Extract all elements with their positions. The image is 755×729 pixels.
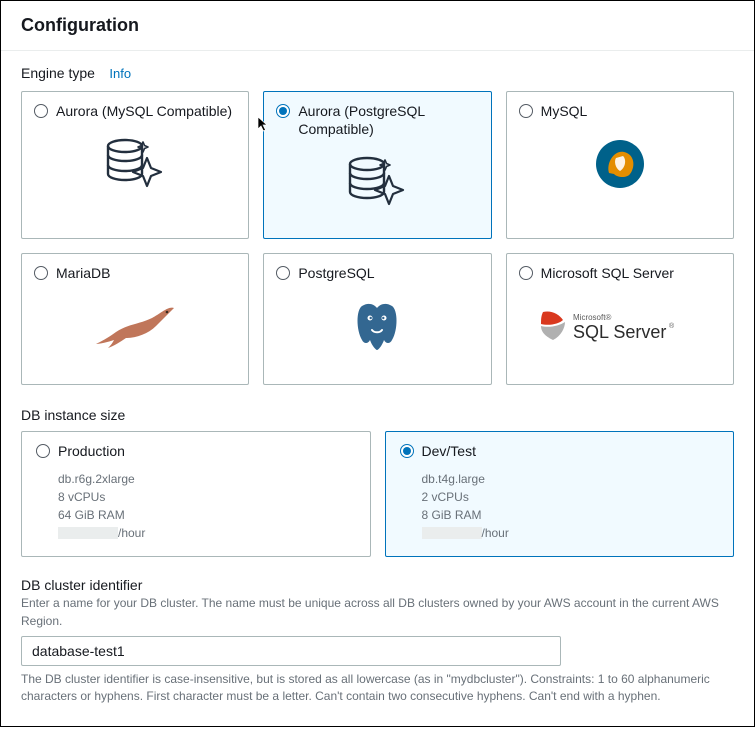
instance-ram: 64 GiB RAM: [58, 506, 356, 524]
configuration-panel: Configuration Engine type Info Aurora (M…: [1, 1, 754, 726]
engine-label: Microsoft SQL Server: [541, 264, 674, 282]
engine-label: MariaDB: [56, 264, 110, 282]
instance-name: Production: [58, 442, 125, 460]
radio-icon: [34, 104, 48, 118]
radio-icon: [400, 444, 414, 458]
engine-info-link[interactable]: Info: [109, 66, 131, 81]
panel-body: Engine type Info Aurora (MySQL Compatibl…: [1, 51, 754, 726]
engine-option-aurora-postgres[interactable]: Aurora (PostgreSQL Compatible): [263, 91, 491, 239]
mariadb-logo-icon: [34, 286, 236, 366]
radio-icon: [276, 266, 290, 280]
instance-option-production[interactable]: Production db.r6g.2xlarge 8 vCPUs 64 GiB…: [21, 431, 371, 557]
radio-icon: [36, 444, 50, 458]
instance-vcpus: 8 vCPUs: [58, 488, 356, 506]
postgresql-logo-icon: [276, 286, 478, 366]
instance-type: db.r6g.2xlarge: [58, 470, 356, 488]
price-suffix: /hour: [118, 524, 145, 542]
panel-title: Configuration: [1, 1, 754, 51]
radio-icon: [519, 104, 533, 118]
svg-text:SQL Server: SQL Server: [573, 322, 666, 342]
instance-ram: 8 GiB RAM: [422, 506, 720, 524]
instance-option-devtest[interactable]: Dev/Test db.t4g.large 2 vCPUs 8 GiB RAM …: [385, 431, 735, 557]
engine-type-label: Engine type: [21, 65, 95, 81]
engine-option-mariadb[interactable]: MariaDB: [21, 253, 249, 385]
mssql-logo-icon: Microsoft® SQL Server ®: [519, 286, 721, 366]
engine-option-mysql[interactable]: MySQL: [506, 91, 734, 239]
instance-details: db.t4g.large 2 vCPUs 8 GiB RAM /hour: [422, 470, 720, 542]
instance-vcpus: 2 vCPUs: [422, 488, 720, 506]
svg-text:Microsoft®: Microsoft®: [573, 313, 611, 322]
engine-option-mssql[interactable]: Microsoft SQL Server Microsoft® SQL Serv…: [506, 253, 734, 385]
mysql-logo-icon: [519, 124, 721, 204]
aurora-db-icon: [276, 142, 478, 222]
engine-label: Aurora (PostgreSQL Compatible): [298, 102, 478, 138]
instance-type: db.t4g.large: [422, 470, 720, 488]
aurora-db-icon: [34, 124, 236, 204]
engine-option-aurora-mysql[interactable]: Aurora (MySQL Compatible): [21, 91, 249, 239]
identifier-help: Enter a name for your DB cluster. The na…: [21, 595, 734, 630]
identifier-constraint: The DB cluster identifier is case-insens…: [21, 671, 734, 706]
mouse-cursor-icon: [256, 116, 272, 132]
engine-label: Aurora (MySQL Compatible): [56, 102, 232, 120]
price-suffix: /hour: [482, 524, 509, 542]
redacted-price: [422, 527, 482, 539]
radio-icon: [34, 266, 48, 280]
engine-type-label-row: Engine type Info: [21, 65, 734, 83]
instance-grid: Production db.r6g.2xlarge 8 vCPUs 64 GiB…: [21, 431, 734, 557]
engine-option-postgresql[interactable]: PostgreSQL: [263, 253, 491, 385]
svg-text:®: ®: [669, 322, 675, 330]
identifier-label: DB cluster identifier: [21, 577, 734, 593]
instance-size-label: DB instance size: [21, 407, 734, 423]
instance-details: db.r6g.2xlarge 8 vCPUs 64 GiB RAM /hour: [58, 470, 356, 542]
engine-label: MySQL: [541, 102, 588, 120]
radio-icon: [276, 104, 290, 118]
engine-grid: Aurora (MySQL Compatible): [21, 91, 734, 385]
instance-name: Dev/Test: [422, 442, 476, 460]
engine-label: PostgreSQL: [298, 264, 374, 282]
radio-icon: [519, 266, 533, 280]
redacted-price: [58, 527, 118, 539]
identifier-input[interactable]: [21, 636, 561, 666]
